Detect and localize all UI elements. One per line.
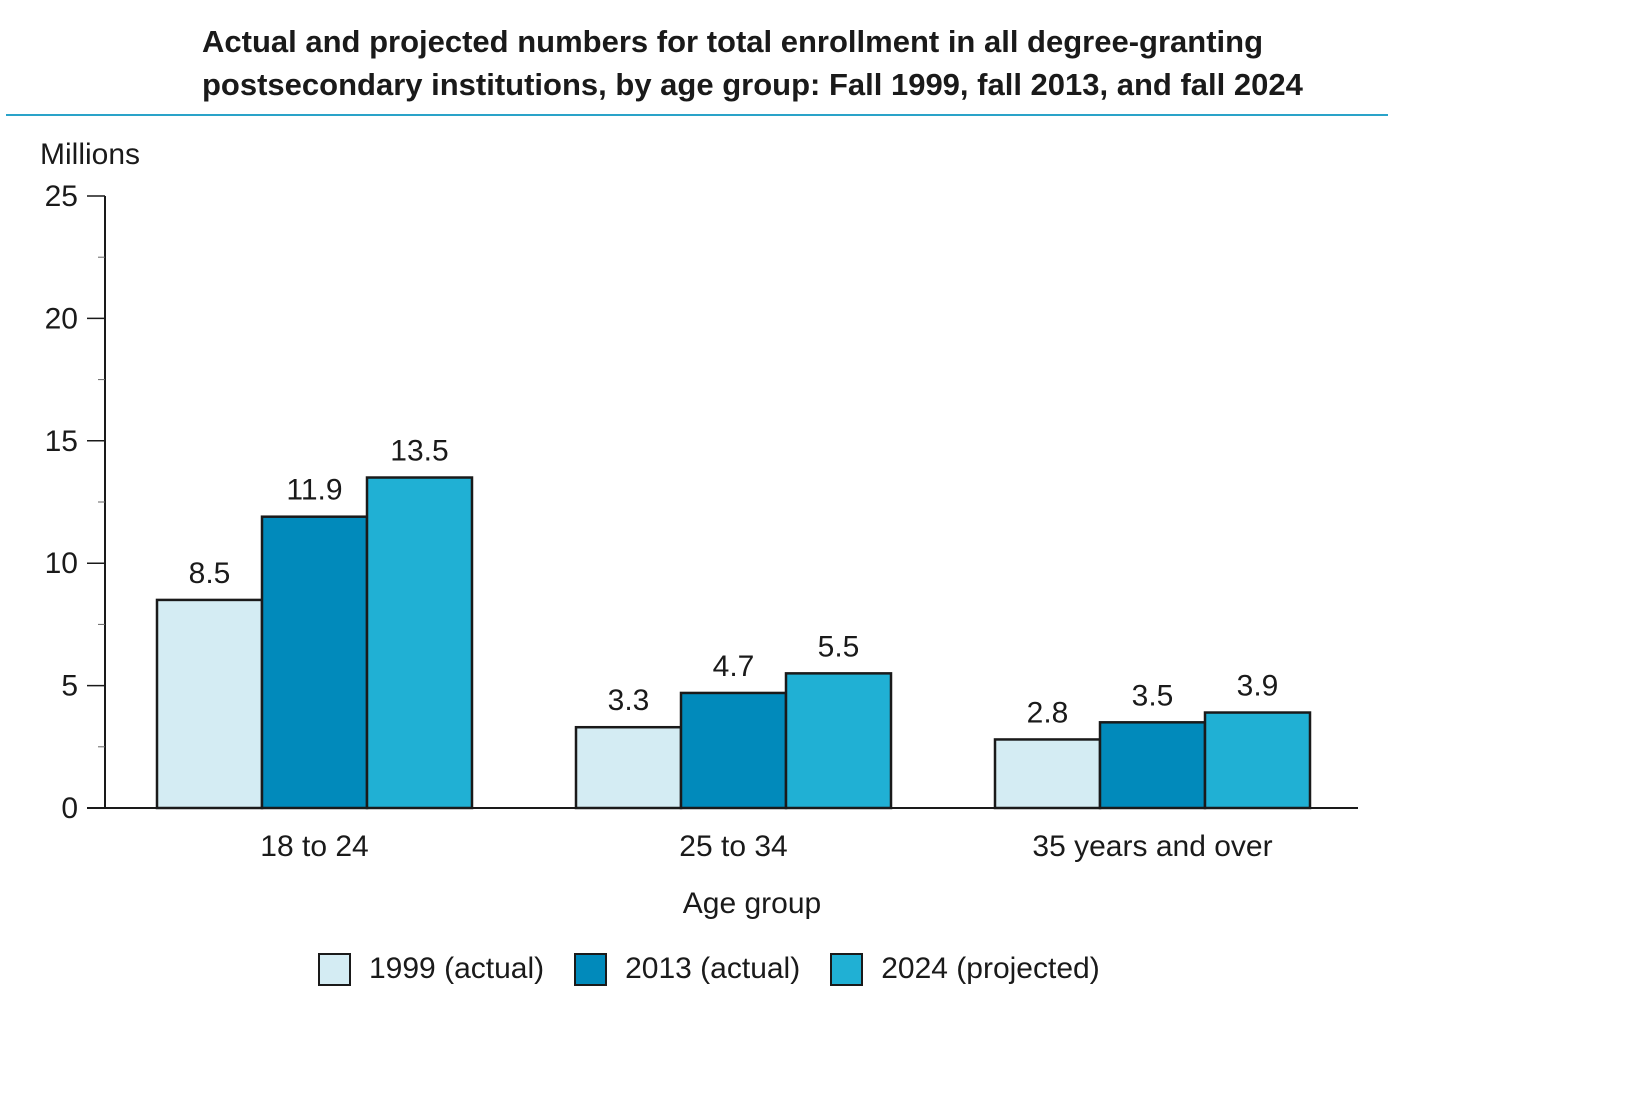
legend-item-2024: 2024 (projected): [830, 952, 1100, 986]
bar-2013-1: [260, 515, 369, 810]
y-tick-label: 0: [61, 792, 78, 825]
legend: 1999 (actual) 2013 (actual) 2024 (projec…: [318, 952, 1130, 986]
data-label: 13.5: [390, 435, 448, 468]
category-label: 18 to 24: [260, 830, 368, 863]
data-label: 8.5: [189, 557, 231, 590]
bar-2024-3: [1203, 711, 1312, 810]
x-axis-label: Age group: [683, 887, 821, 920]
data-label: 2.8: [1027, 696, 1069, 729]
category-label: 35 years and over: [1032, 830, 1272, 863]
category-label: 25 to 34: [679, 830, 787, 863]
y-tick-label: 5: [61, 670, 78, 703]
bar-2024-1: [365, 476, 474, 810]
data-label: 11.9: [286, 474, 342, 507]
legend-item-2013: 2013 (actual): [574, 952, 800, 986]
legend-item-1999: 1999 (actual): [318, 952, 544, 986]
legend-label-1999: 1999 (actual): [369, 952, 545, 985]
legend-swatch-2024: [830, 952, 864, 986]
y-tick-label: 25: [45, 180, 78, 213]
legend-label-2024: 2024 (projected): [881, 952, 1100, 985]
legend-swatch-1999: [318, 952, 351, 986]
legend-swatch-2013: [574, 952, 608, 986]
data-labels: 8.5 11.9 13.5 3.3 4.7 5.5 2.8 3.5 3.9: [189, 435, 1279, 730]
bar-1999-3: [993, 738, 1102, 810]
data-label: 5.5: [818, 630, 860, 663]
axes: 0 5 10 15 20 25 18 to 24 25 to 34 35 years and o…: [45, 180, 1358, 863]
bar-1999-1: [155, 598, 264, 810]
data-label: 3.3: [608, 684, 650, 717]
y-axis-label: Millions: [40, 138, 140, 171]
y-tick-label: 15: [45, 425, 78, 458]
bar-2013-3: [1098, 721, 1207, 810]
bar-2024-2: [784, 672, 893, 810]
chart-title: Actual and projected numbers for total e…: [202, 24, 1303, 102]
bar-2013-2: [679, 691, 788, 810]
y-tick-label: 10: [45, 547, 78, 580]
data-label: 3.9: [1237, 670, 1279, 703]
data-label: 3.5: [1132, 679, 1174, 712]
legend-label-2013: 2013 (actual): [625, 952, 801, 985]
data-label: 4.7: [713, 650, 755, 683]
title-divider: [6, 114, 1388, 116]
bar-1999-2: [574, 725, 683, 810]
bars: [155, 476, 1312, 810]
y-tick-label: 20: [45, 302, 78, 335]
